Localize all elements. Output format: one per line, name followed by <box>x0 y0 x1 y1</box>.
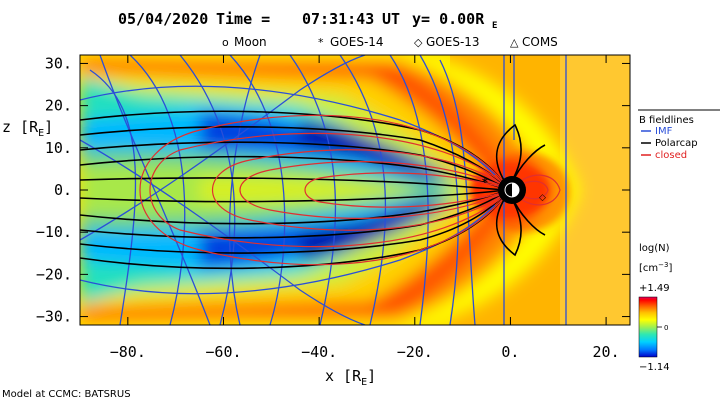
y-axis: 30. 20. 10. 0. −10. −20. −30. <box>36 54 630 326</box>
x-tick-label: 20. <box>593 343 620 361</box>
marker-name: Moon <box>234 35 267 49</box>
marker-symbol: ◇ <box>414 36 423 49</box>
marker-symbol: △ <box>510 36 519 49</box>
x-tick-label: −20. <box>397 343 433 361</box>
title-cut-sub: E <box>492 21 497 31</box>
goes13-marker: ◇ <box>539 193 546 203</box>
title-time: 07:31:43 <box>302 10 374 28</box>
y-tick-label: −20. <box>36 265 72 283</box>
colorbar-min-label: −1.14 <box>639 362 670 373</box>
goes14-marker: * <box>482 176 488 189</box>
closed-fieldlines <box>139 114 561 266</box>
x-tick-label: −60. <box>205 343 241 361</box>
y-axis-label: z [RE] <box>2 118 53 139</box>
x-tick-label: −40. <box>301 343 337 361</box>
density-heatmap: * ◇ <box>80 55 630 325</box>
colorbar-title: log(N) <box>639 243 670 254</box>
earth-dayside <box>512 183 519 197</box>
colorbar-mid-label: 0 <box>664 324 668 332</box>
y-tick-label: 0. <box>54 181 72 199</box>
legend-entry: IMF <box>655 126 673 137</box>
marker-symbol: o <box>222 36 229 49</box>
marker-name: GOES-13 <box>426 35 480 49</box>
x-tick-label: −80. <box>110 343 146 361</box>
marker-name: GOES-14 <box>330 35 384 49</box>
title-time-label: Time = <box>216 10 270 28</box>
colorbar-max-label: +1.49 <box>639 283 670 294</box>
title-cut: y= 0.00R <box>412 10 485 28</box>
x-tick-label: 0. <box>501 343 519 361</box>
marker-legend: o Moon * GOES-14 ◇ GOES-13 △ COMS <box>222 35 558 49</box>
marker-name: COMS <box>522 35 558 49</box>
footer-credit: Model at CCMC: BATSRUS <box>2 389 131 400</box>
legend-title: B fieldlines <box>639 115 694 126</box>
x-axis-label: x [RE] <box>325 367 376 388</box>
title-date: 05/04/2020 <box>118 10 208 28</box>
legend-entry: closed <box>655 150 687 161</box>
y-tick-label: −10. <box>36 223 72 241</box>
legend-entry: Polarcap <box>655 138 698 149</box>
y-tick-label: 20. <box>45 97 72 115</box>
y-tick-label: 10. <box>45 139 72 157</box>
y-tick-label: 30. <box>45 54 72 72</box>
colorbar-unit: [cm−3] <box>639 261 672 274</box>
colorbar: log(N) [cm−3] +1.49 0 −1.14 <box>638 243 672 373</box>
marker-symbol: * <box>318 36 324 49</box>
colorbar-gradient <box>638 296 658 358</box>
title-time-unit: UT <box>382 10 400 28</box>
y-tick-label: −30. <box>36 308 72 326</box>
x-axis: −80. −60. −40. −20. 0. 20. <box>110 55 620 361</box>
